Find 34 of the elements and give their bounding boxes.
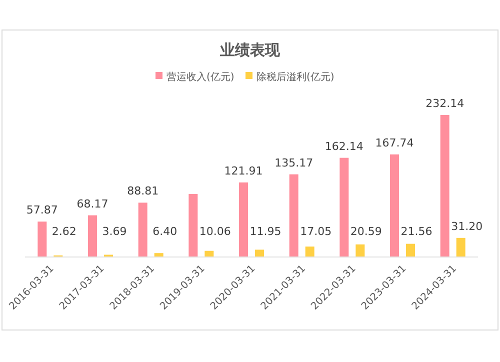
data-label: 135.17 [274, 156, 314, 170]
bar [289, 174, 298, 257]
data-label: 3.69 [102, 225, 127, 238]
bar [305, 246, 314, 257]
data-label: 6.40 [152, 225, 178, 238]
data-label: 68.17 [76, 197, 108, 210]
data-label: 232.14 [426, 97, 464, 110]
bar [188, 194, 198, 257]
bar [88, 215, 97, 257]
bar [239, 182, 248, 257]
data-label: 21.56 [400, 225, 432, 238]
bar [456, 238, 466, 257]
bar [255, 250, 264, 257]
bar [138, 202, 148, 257]
data-label: 167.74 [375, 136, 414, 150]
chart-title: 业绩表现 [219, 41, 281, 59]
data-label: 121.91 [224, 164, 263, 178]
data-label: 11.95 [250, 225, 282, 238]
data-label: 17.05 [300, 225, 332, 238]
legend-label: 除税后溢利(亿元) [256, 71, 334, 83]
bar [38, 222, 47, 257]
bar [406, 244, 415, 257]
data-label: 10.06 [199, 225, 231, 238]
bar [356, 244, 365, 257]
data-label: 2.62 [52, 225, 76, 238]
data-label: 88.81 [127, 184, 159, 198]
bar [440, 115, 450, 257]
data-label: 57.87 [26, 204, 58, 217]
bar [390, 154, 399, 257]
data-label: 31.20 [451, 220, 483, 233]
data-label: 20.59 [350, 225, 382, 238]
bar [340, 158, 349, 257]
data-label: 162.14 [324, 140, 364, 153]
legend-label: 营运收入(亿元) [166, 71, 234, 83]
